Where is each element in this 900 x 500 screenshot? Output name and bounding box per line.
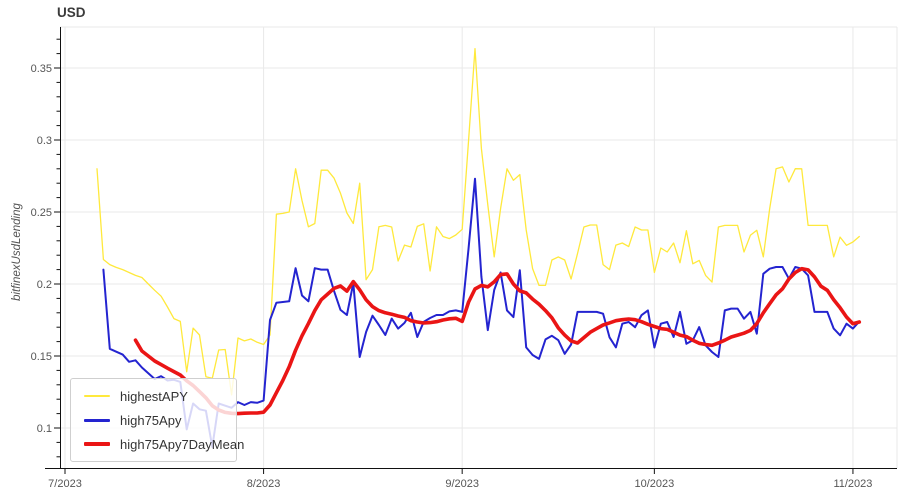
svg-text:0.3: 0.3 xyxy=(37,135,52,147)
svg-text:11/2023: 11/2023 xyxy=(833,478,872,490)
chart-title: USD xyxy=(57,5,86,20)
svg-text:0.2: 0.2 xyxy=(37,279,52,291)
legend-label: highestAPY xyxy=(120,388,188,404)
svg-text:0.35: 0.35 xyxy=(31,63,52,75)
svg-text:8/2023: 8/2023 xyxy=(247,478,281,490)
axes xyxy=(45,27,897,474)
svg-text:0.1: 0.1 xyxy=(37,423,52,435)
legend-item-high75apy: high75Apy xyxy=(84,414,230,427)
legend-line-swatch-blue xyxy=(84,418,110,422)
svg-text:7/2023: 7/2023 xyxy=(48,478,82,490)
legend-label: high75Apy7DayMean xyxy=(120,436,245,452)
series-line-highestAPY xyxy=(96,48,860,396)
legend-line-swatch-red xyxy=(84,442,110,446)
y-tick-labels: 0.1 0.15 0.2 0.25 0.3 0.35 xyxy=(31,63,52,435)
svg-text:0.15: 0.15 xyxy=(31,351,52,363)
legend-label: high75Apy xyxy=(120,412,182,428)
legend-item-highestapy: highestAPY xyxy=(84,390,230,403)
legend-line-swatch-yellow xyxy=(84,395,110,397)
svg-text:0.25: 0.25 xyxy=(31,207,52,219)
svg-text:9/2023: 9/2023 xyxy=(445,478,479,490)
svg-text:10/2023: 10/2023 xyxy=(634,478,674,490)
x-tick-labels: 7/2023 8/2023 9/2023 10/2023 11/2023 xyxy=(48,478,872,490)
legend-item-high75apy7daymean: high75Apy7DayMean xyxy=(84,438,244,451)
series-line-high75Apy7DayMean xyxy=(133,266,862,416)
chart-legend: highestAPY high75Apy high75Apy7DayMean xyxy=(70,378,244,462)
y-axis-label: bitfinexUsdLending xyxy=(11,203,23,301)
